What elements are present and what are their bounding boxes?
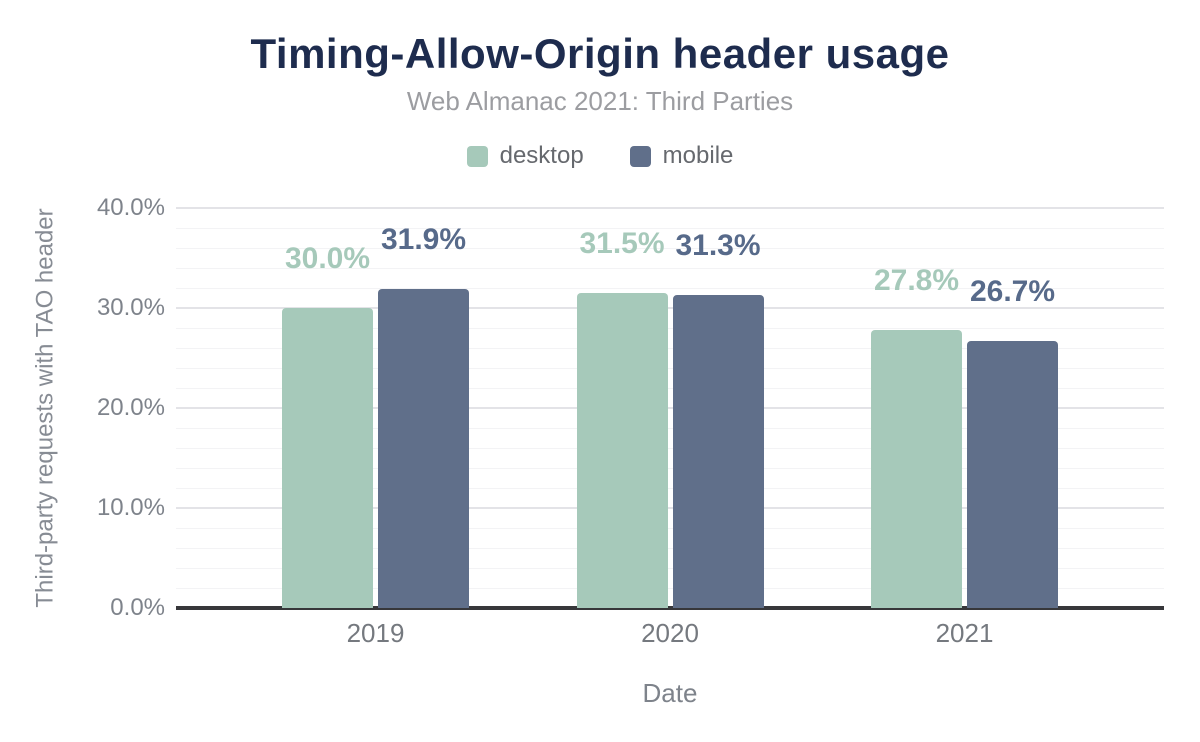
major-gridline-10 <box>176 507 1164 509</box>
minor-gridline-32 <box>176 288 1164 289</box>
legend-item-desktop[interactable]: desktop <box>466 142 584 170</box>
major-gridline-30 <box>176 307 1164 309</box>
bar-mobile-2020 <box>672 295 764 608</box>
bar-mobile-2021 <box>967 341 1058 608</box>
bar-desktop-2020 <box>576 293 668 608</box>
data-label-desktop-2019: 30.0% <box>284 242 371 275</box>
legend-swatch-desktop <box>466 145 488 167</box>
bar-mobile-2019 <box>378 289 469 608</box>
minor-gridline-18 <box>176 428 1164 429</box>
legend-label-mobile: mobile <box>662 142 734 169</box>
minor-gridline-34 <box>176 268 1164 269</box>
y-tick-label-40: 40.0% <box>96 194 165 221</box>
minor-gridline-16 <box>176 448 1164 449</box>
minor-gridline-2 <box>176 588 1164 589</box>
bar-desktop-2019 <box>282 308 373 608</box>
minor-gridline-22 <box>176 388 1164 389</box>
x-axis-title: Date <box>642 678 698 708</box>
x-tick-label-2020: 2020 <box>641 618 699 648</box>
minor-gridline-8 <box>176 528 1164 529</box>
y-tick-label-30: 30.0% <box>96 294 165 321</box>
minor-gridline-36 <box>176 248 1164 249</box>
minor-gridline-26 <box>176 348 1164 349</box>
minor-gridline-6 <box>176 548 1164 549</box>
y-tick-label-0: 0.0% <box>110 594 165 621</box>
legend-label-desktop: desktop <box>499 142 584 169</box>
legend-swatch-mobile <box>629 145 651 167</box>
minor-gridline-14 <box>176 468 1164 469</box>
bar-desktop-2021 <box>871 330 962 608</box>
data-label-desktop-2021: 27.8% <box>873 264 960 297</box>
chart-title: Timing-Allow-Origin header usage <box>250 30 950 77</box>
legend: desktop mobile <box>0 142 1200 170</box>
x-tick-label-2021: 2021 <box>935 618 994 648</box>
y-tick-label-20: 20.0% <box>96 394 165 421</box>
y-tick-label-10: 10.0% <box>96 494 165 521</box>
minor-gridline-12 <box>176 488 1164 489</box>
plot-area: 30.0% 31.9% 31.5% 31.3% 27.8% 26.7% <box>176 207 1164 610</box>
legend-item-mobile[interactable]: mobile <box>629 142 734 170</box>
major-gridline-20 <box>176 407 1164 409</box>
x-tick-label-2019: 2019 <box>346 618 405 648</box>
minor-gridline-4 <box>176 568 1164 569</box>
data-label-mobile-2021: 26.7% <box>969 275 1056 308</box>
x-axis-line <box>176 606 1164 610</box>
data-label-desktop-2020: 31.5% <box>579 227 665 260</box>
minor-gridline-28 <box>176 328 1164 329</box>
major-gridline-40 <box>176 207 1164 209</box>
data-label-mobile-2020: 31.3% <box>675 229 761 262</box>
minor-gridline-24 <box>176 368 1164 369</box>
chart-subtitle: Web Almanac 2021: Third Parties <box>406 86 794 116</box>
data-label-mobile-2019: 31.9% <box>380 223 467 256</box>
minor-gridline-38 <box>176 228 1164 229</box>
